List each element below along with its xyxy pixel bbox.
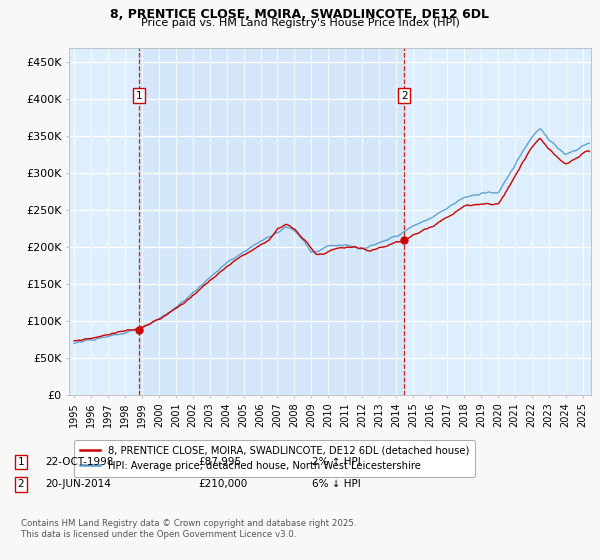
Bar	[139, 48, 404, 395]
Text: Price paid vs. HM Land Registry's House Price Index (HPI): Price paid vs. HM Land Registry's House …	[140, 18, 460, 28]
Text: £210,000: £210,000	[198, 479, 247, 489]
Text: 8, PRENTICE CLOSE, MOIRA, SWADLINCOTE, DE12 6DL: 8, PRENTICE CLOSE, MOIRA, SWADLINCOTE, D…	[110, 8, 490, 21]
Text: 2% ↑ HPI: 2% ↑ HPI	[312, 457, 361, 467]
Text: 1: 1	[136, 91, 142, 101]
Text: Contains HM Land Registry data © Crown copyright and database right 2025.
This d: Contains HM Land Registry data © Crown c…	[21, 520, 356, 539]
Text: £87,995: £87,995	[198, 457, 241, 467]
Text: 2: 2	[401, 91, 407, 101]
Text: 6% ↓ HPI: 6% ↓ HPI	[312, 479, 361, 489]
Text: 2: 2	[17, 479, 25, 489]
Text: 22-OCT-1998: 22-OCT-1998	[45, 457, 113, 467]
Legend: 8, PRENTICE CLOSE, MOIRA, SWADLINCOTE, DE12 6DL (detached house), HPI: Average p: 8, PRENTICE CLOSE, MOIRA, SWADLINCOTE, D…	[74, 440, 475, 477]
Text: 1: 1	[17, 457, 25, 467]
Text: 20-JUN-2014: 20-JUN-2014	[45, 479, 111, 489]
